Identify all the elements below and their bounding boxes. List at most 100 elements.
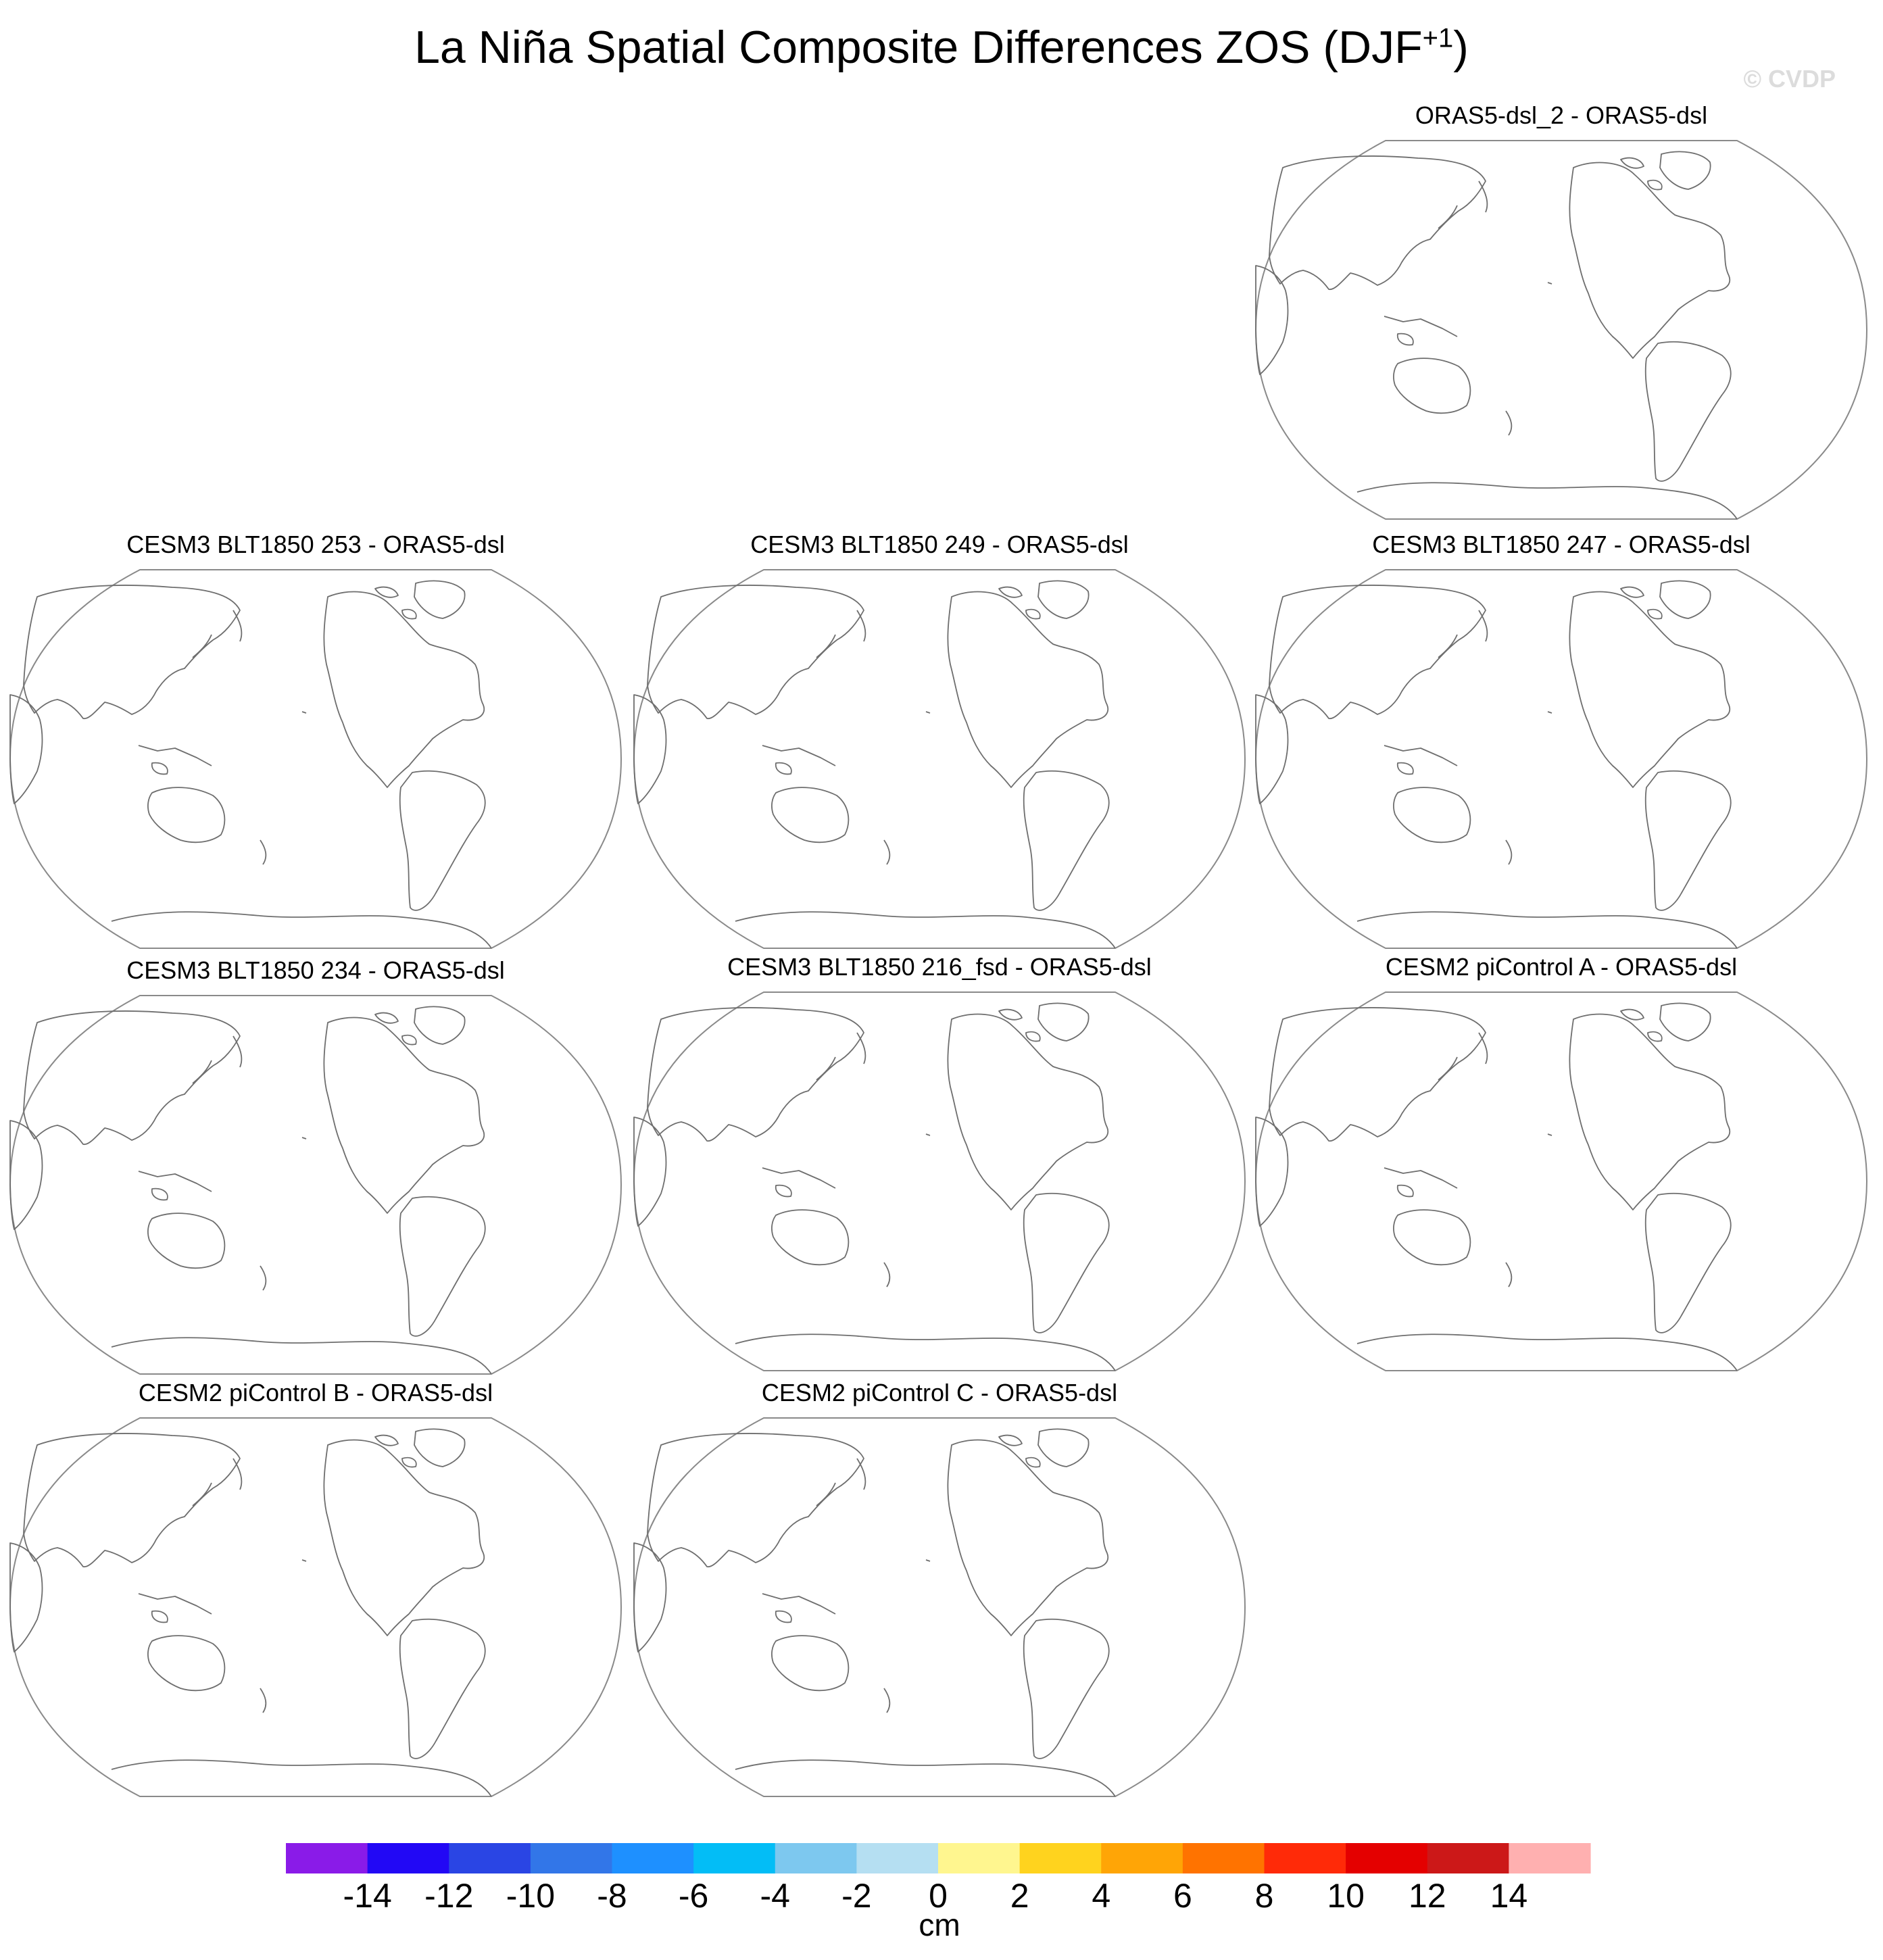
coastline <box>1438 205 1458 229</box>
panel-title: CESM2 piControl A - ORAS5-dsl <box>1385 953 1738 981</box>
coastline <box>1037 1428 1090 1467</box>
coastline <box>856 610 866 642</box>
coastline <box>233 1458 243 1490</box>
map-panel: ORAS5-dsl_2 - ORAS5-dsl <box>1254 101 1868 520</box>
coastline <box>1269 155 1486 291</box>
title-close: ) <box>1453 22 1469 73</box>
coastline <box>1647 608 1663 620</box>
coastline <box>735 1759 1116 1797</box>
colorbar-box <box>1427 1843 1509 1873</box>
colorbar-tick-label: -4 <box>760 1877 790 1915</box>
coastline <box>1547 711 1552 714</box>
coastline <box>1384 316 1458 337</box>
coastline <box>301 1137 307 1140</box>
coastline <box>775 1610 792 1623</box>
coastline <box>1478 1032 1488 1064</box>
map-panel: CESM3 BLT1850 253 - ORAS5-dsl <box>9 531 622 950</box>
coastline <box>883 839 891 865</box>
world-map <box>633 991 1246 1371</box>
colorbar-box <box>286 1843 368 1873</box>
colorbar-box <box>938 1843 1021 1873</box>
map-panel: CESM2 piControl A - ORAS5-dsl <box>1254 953 1868 1372</box>
coastline <box>1393 1209 1471 1266</box>
coastline <box>816 634 836 658</box>
colorbar-box <box>1182 1843 1265 1873</box>
coastline <box>192 634 212 658</box>
colorbar-tick-label: -10 <box>506 1877 555 1915</box>
coastline <box>401 1034 417 1046</box>
colorbar-tick-label: -14 <box>343 1877 391 1915</box>
colorbar-tick-label: 4 <box>1092 1877 1110 1915</box>
colorbar-tick-label: 2 <box>1010 1877 1029 1915</box>
colorbar-box <box>693 1843 776 1873</box>
coastline <box>647 585 864 720</box>
coastline <box>883 1262 891 1288</box>
map-outline <box>1254 569 1868 949</box>
coastline <box>1269 585 1486 720</box>
colorbar-box <box>1264 1843 1346 1873</box>
colorbar-box <box>1346 1843 1428 1873</box>
world-map <box>633 569 1246 949</box>
coastline <box>1478 180 1488 213</box>
map-outline <box>9 569 622 949</box>
coastline <box>647 1433 864 1568</box>
world-map <box>633 1417 1246 1797</box>
coastline <box>633 1117 667 1227</box>
coastline <box>1569 1013 1731 1210</box>
coastline <box>1037 1002 1090 1042</box>
coastline <box>1478 610 1488 642</box>
map-outline <box>633 1417 1246 1797</box>
coastline <box>1025 608 1041 620</box>
colorbar-tick-label: 6 <box>1173 1877 1192 1915</box>
coastline <box>1505 1262 1513 1288</box>
colorbar-box <box>775 1843 857 1873</box>
coastline <box>233 1035 243 1068</box>
colorbar-box <box>856 1843 939 1873</box>
coastline <box>1393 787 1471 843</box>
map-panel: CESM2 piControl B - ORAS5-dsl <box>9 1379 622 1798</box>
coastline <box>998 586 1023 598</box>
coastline <box>1384 1167 1458 1189</box>
coastline <box>414 580 466 619</box>
coastlines <box>9 1428 492 1797</box>
coastline <box>775 762 792 775</box>
coastline <box>925 1133 931 1136</box>
coastline <box>147 1635 226 1692</box>
coastline <box>151 762 168 775</box>
map-outline <box>1254 991 1868 1371</box>
panel-title: CESM2 piControl C - ORAS5-dsl <box>761 1379 1118 1406</box>
world-map <box>9 569 622 949</box>
map-outline <box>633 991 1246 1371</box>
coastline <box>1644 1192 1732 1333</box>
map-outline <box>1254 140 1868 520</box>
colorbar-tick-label: 0 <box>929 1877 948 1915</box>
coastline <box>1620 157 1644 169</box>
panel-title: CESM2 piControl B - ORAS5-dsl <box>138 1379 493 1406</box>
coastline <box>1620 1008 1644 1021</box>
coastline <box>735 1333 1116 1371</box>
colorbar-box <box>449 1843 531 1873</box>
coastline <box>1037 580 1090 619</box>
coastline <box>1255 265 1289 375</box>
coastline <box>374 1012 399 1024</box>
colorbar-tick-label: 12 <box>1409 1877 1446 1915</box>
coastline <box>1023 770 1110 911</box>
coastline <box>323 591 485 788</box>
colorbar-box <box>1101 1843 1183 1873</box>
coastline <box>816 1056 836 1081</box>
coastline <box>633 1542 667 1652</box>
coastline <box>1255 1117 1289 1227</box>
panel-title: CESM3 BLT1850 247 - ORAS5-dsl <box>1372 531 1751 558</box>
coastline <box>856 1458 866 1490</box>
coastline <box>947 591 1109 788</box>
coastline <box>1659 151 1711 190</box>
coastlines <box>633 1428 1116 1797</box>
panel-title: CESM3 BLT1850 234 - ORAS5-dsl <box>126 956 505 984</box>
coastline <box>947 1439 1109 1636</box>
coastline <box>856 1032 866 1064</box>
coastline <box>1647 1031 1663 1042</box>
coastline <box>1644 341 1732 482</box>
coastline <box>147 787 226 843</box>
panel-title: ORAS5-dsl_2 - ORAS5-dsl <box>1415 101 1708 129</box>
coastline <box>1505 839 1513 865</box>
